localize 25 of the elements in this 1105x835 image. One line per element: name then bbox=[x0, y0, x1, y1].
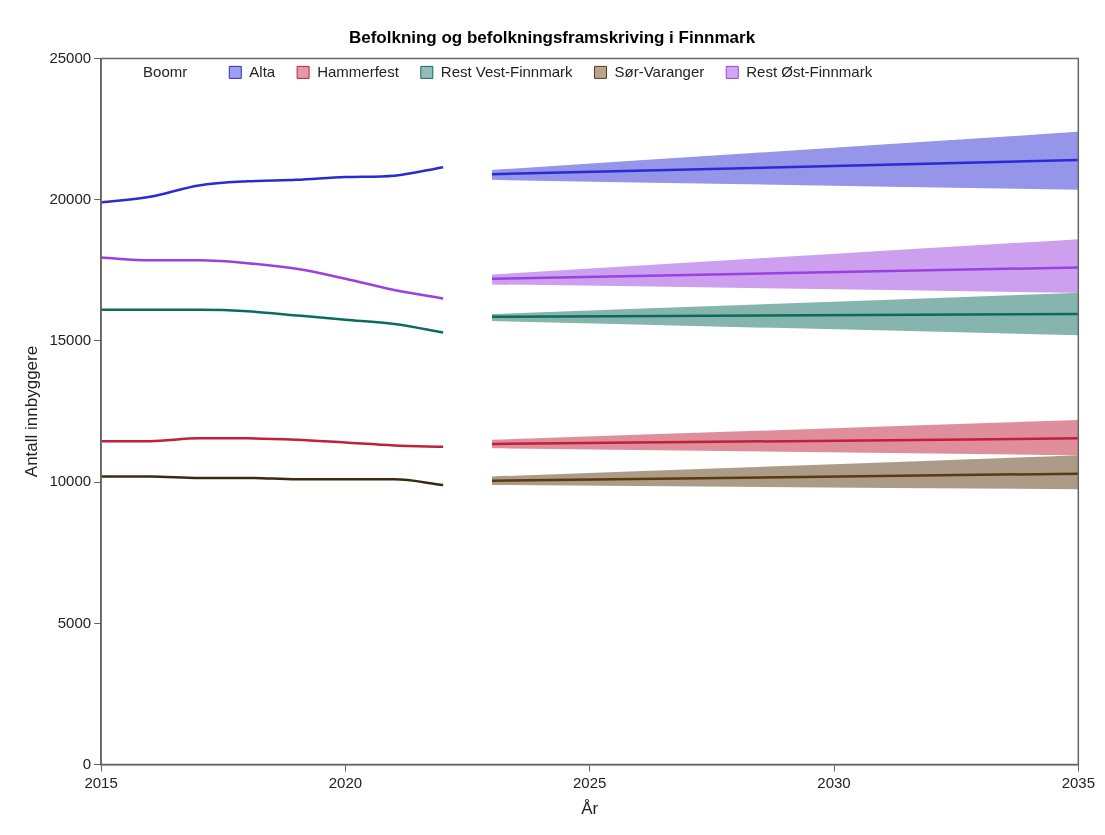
chart-title: Befolkning og befolkningsframskriving i Finnmark bbox=[348, 27, 756, 47]
legend-label: Alta bbox=[249, 62, 276, 80]
x-tick-label: 2015 bbox=[84, 773, 118, 791]
line-series bbox=[101, 475, 445, 487]
y-tick-label: 25000 bbox=[49, 48, 92, 66]
line-series bbox=[101, 437, 445, 449]
x-tick-label: 2025 bbox=[573, 773, 607, 791]
legend-title: Boomr bbox=[143, 62, 188, 80]
line-series bbox=[101, 308, 445, 334]
y-tick-label: 15000 bbox=[49, 331, 92, 349]
y-tick-label: 20000 bbox=[49, 189, 92, 207]
y-tick-label: 10000 bbox=[49, 472, 92, 490]
legend-label: Rest Vest-Finnmark bbox=[440, 62, 574, 80]
x-tick-label: 2030 bbox=[817, 773, 851, 791]
legend-label: Rest Øst-Finnmark bbox=[746, 62, 873, 80]
legend-label: Hammerfest bbox=[317, 62, 400, 80]
x-tick-label: 2020 bbox=[328, 773, 363, 791]
line-series bbox=[101, 165, 445, 204]
x-tick-label: 2035 bbox=[1061, 773, 1095, 791]
legend-label: Sør-Varanger bbox=[614, 62, 705, 80]
line-series bbox=[101, 256, 445, 300]
y-tick-label: 5000 bbox=[57, 613, 92, 631]
y-tick-label: 0 bbox=[82, 754, 92, 772]
x-axis-title: År bbox=[581, 799, 599, 819]
y-axis-title: Antall innbyggere bbox=[21, 345, 41, 478]
